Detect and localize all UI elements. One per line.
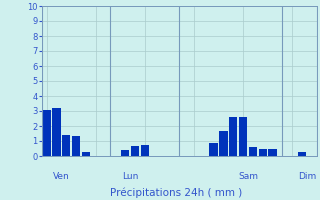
Text: Dim: Dim: [298, 172, 316, 181]
Text: Sam: Sam: [238, 172, 258, 181]
Bar: [209, 142, 218, 156]
Bar: [62, 135, 70, 156]
Bar: [82, 152, 90, 156]
Bar: [219, 130, 228, 156]
Bar: [121, 150, 129, 156]
Bar: [259, 148, 267, 156]
Bar: [268, 148, 277, 156]
Text: Lun: Lun: [122, 172, 138, 181]
Bar: [52, 108, 60, 156]
Bar: [131, 146, 139, 156]
Bar: [140, 145, 149, 156]
Bar: [239, 117, 247, 156]
Bar: [72, 136, 80, 156]
Bar: [298, 152, 306, 156]
Text: Ven: Ven: [53, 172, 70, 181]
Bar: [249, 147, 257, 156]
Text: Précipitations 24h ( mm ): Précipitations 24h ( mm ): [110, 188, 242, 198]
Bar: [42, 110, 51, 156]
Bar: [229, 117, 237, 156]
